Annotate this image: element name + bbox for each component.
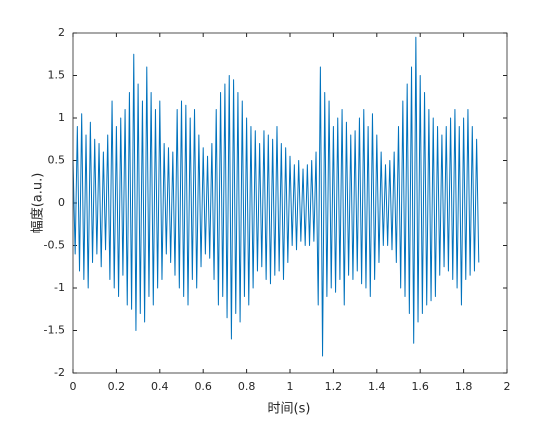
y-tick-label: -1 <box>54 281 65 294</box>
y-tick-label: 0.5 <box>48 154 66 167</box>
y-tick-label: -2 <box>54 366 65 379</box>
x-tick-label: 2 <box>504 380 511 393</box>
x-tick-label: 1.4 <box>368 380 386 393</box>
y-tick-label: -1.5 <box>44 324 65 337</box>
y-tick-label: 2 <box>58 26 65 39</box>
signal-line <box>72 36 480 357</box>
y-tick-label: -0.5 <box>44 239 65 252</box>
axes-box <box>72 32 508 374</box>
y-tick-label: 0 <box>58 196 65 209</box>
x-tick-label: 1 <box>287 380 294 393</box>
x-tick-label: 0 <box>70 380 77 393</box>
x-tick-label: 1.6 <box>411 380 429 393</box>
x-tick-label: 1.8 <box>455 380 473 393</box>
x-axis-label: 时间(s) <box>268 402 311 417</box>
y-tick-label: 1 <box>58 111 65 124</box>
x-tick-label: 1.2 <box>325 380 343 393</box>
x-tick-label: 0.6 <box>194 380 212 393</box>
x-tick-label: 0.2 <box>108 380 126 393</box>
x-tick-label: 0.4 <box>151 380 169 393</box>
y-axis-label: 幅度(a.u.) <box>30 173 46 234</box>
y-tick-label: 1.5 <box>48 69 66 82</box>
x-tick-label: 0.8 <box>238 380 256 393</box>
